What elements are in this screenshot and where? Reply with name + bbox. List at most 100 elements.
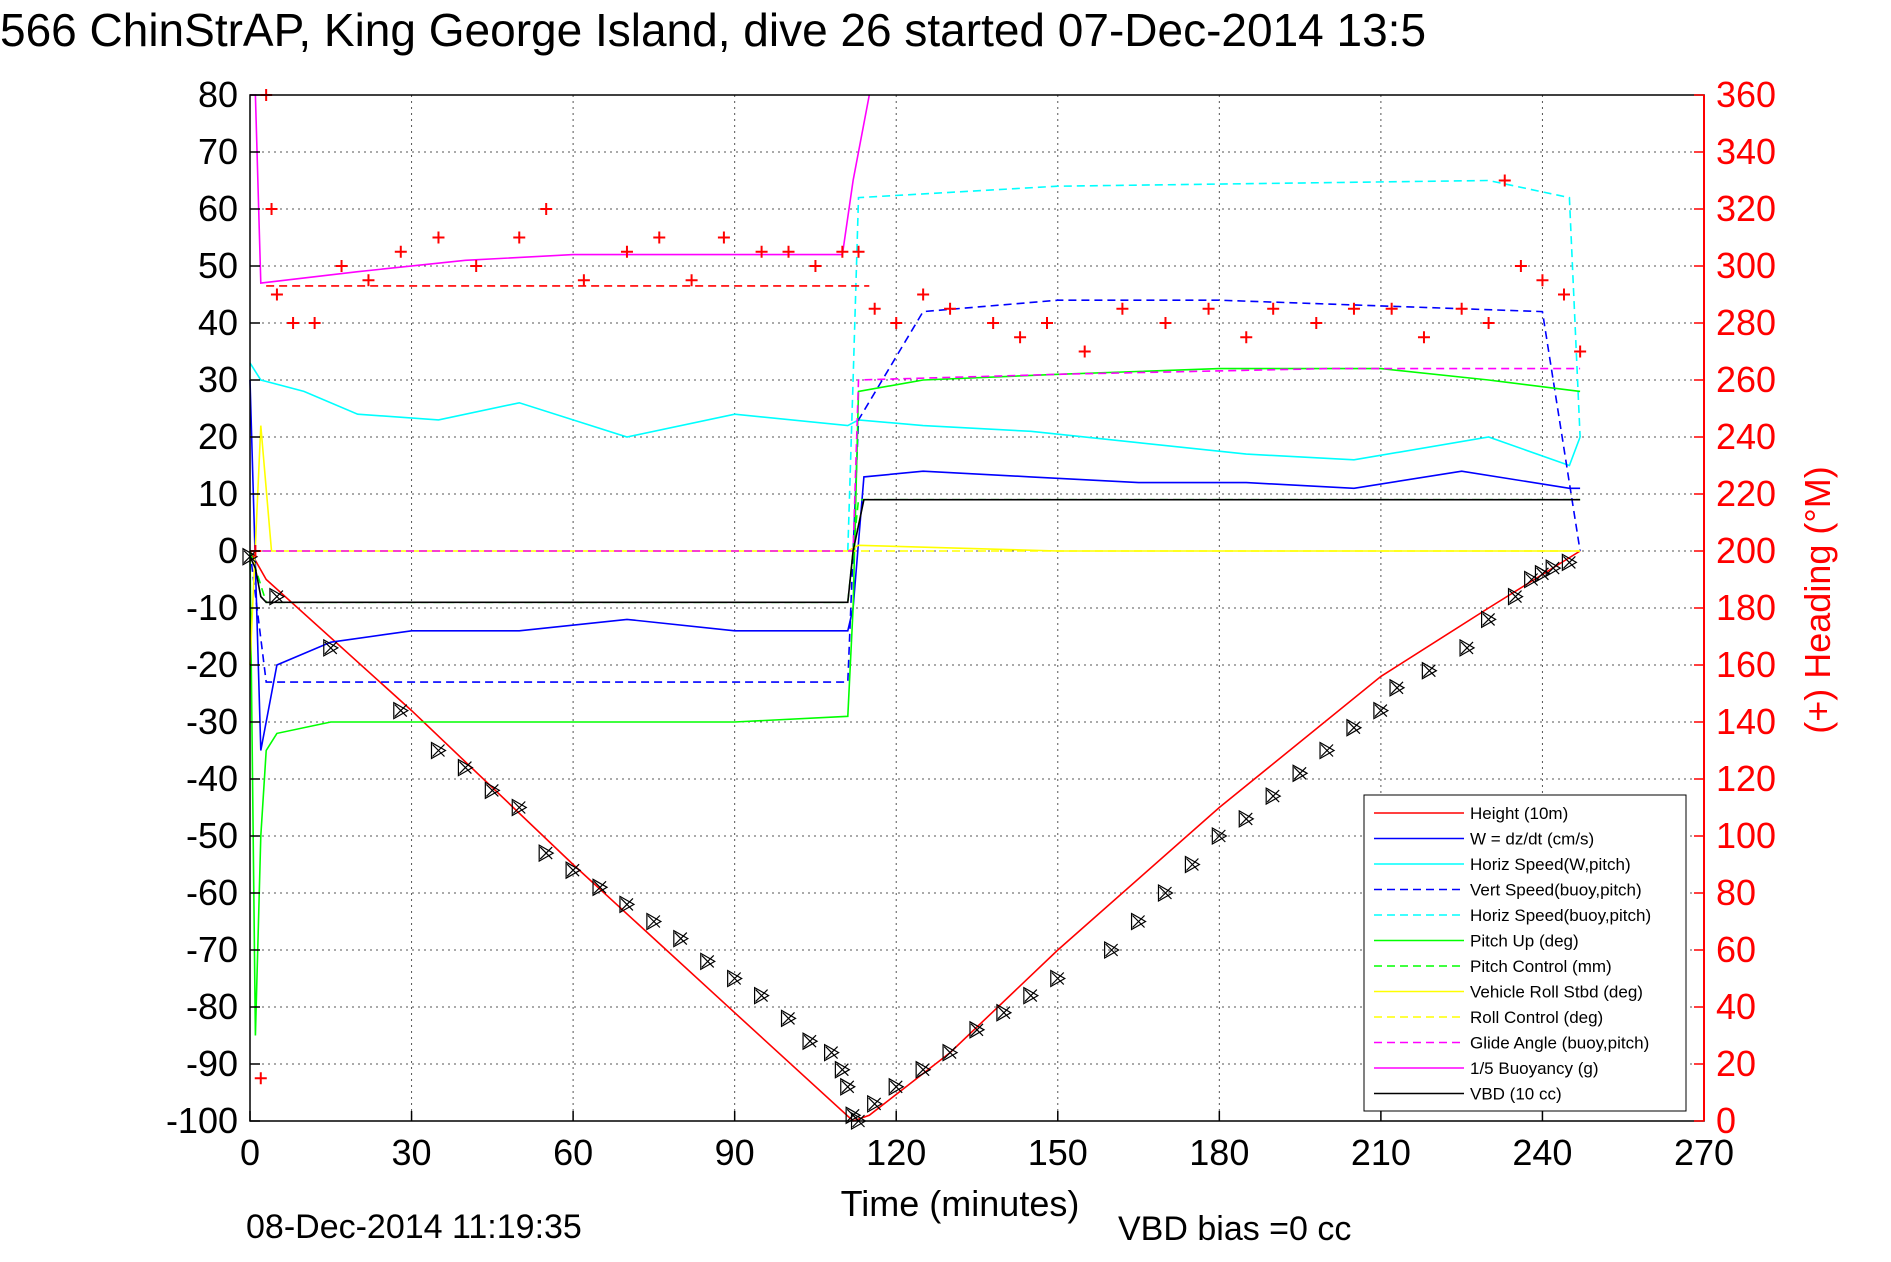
y2-tick-label: 20 [1716, 1043, 1756, 1084]
depth-marker [969, 1020, 986, 1039]
depth-marker [1507, 587, 1524, 606]
depth-marker [457, 758, 474, 777]
legend-label-1: W = dz/dt (cm/s) [1470, 830, 1594, 849]
depth-marker [823, 1043, 840, 1062]
legend-label-7: Vehicle Roll Stbd (deg) [1470, 983, 1643, 1002]
depth-markers-layer [242, 547, 1578, 1131]
depth-marker [1050, 969, 1066, 988]
y2-tick-label: 160 [1716, 644, 1776, 685]
y2-tick-label: 100 [1716, 815, 1776, 856]
depth-marker [1459, 638, 1476, 657]
y2-axis-label: (+) Heading (°M) [1797, 466, 1838, 733]
depth-marker [269, 587, 286, 606]
y2-tick-label: 60 [1716, 929, 1756, 970]
series-line-10 [250, 94, 871, 284]
y-tick-label: -50 [186, 815, 238, 856]
legend-label-0: Height (10m) [1470, 804, 1568, 823]
series-line-11 [249, 498, 1581, 604]
heading-point [254, 1072, 267, 1085]
series-line-2 [249, 362, 1581, 467]
heading-point [470, 260, 483, 272]
heading-point [1078, 345, 1091, 358]
heading-point [717, 231, 730, 244]
heading-point [1310, 317, 1323, 329]
heading-layer [249, 89, 1587, 1085]
heading-point [944, 302, 957, 315]
y-tick-label: -80 [186, 986, 238, 1027]
y2-tick-label: 360 [1716, 74, 1776, 115]
depth-marker [1265, 787, 1282, 806]
footer-vbd-bias: VBD bias =0 cc [1118, 1210, 1351, 1248]
chart-title: 566 ChinStrAP, King George Island, dive … [0, 4, 1426, 56]
x-axis-ticks: 0 30 60 90 120 150 180 210 240 270 [240, 1111, 1734, 1173]
legend-label-2: Horiz Speed(W,pitch) [1470, 855, 1631, 874]
depth-marker [1480, 610, 1497, 629]
x-tick-label: 60 [553, 1132, 593, 1173]
series-line-3 [249, 299, 1581, 683]
series-line-5 [249, 367, 1581, 1036]
heading-point [755, 245, 768, 258]
heading-point [620, 245, 633, 258]
heading-point [577, 274, 590, 287]
heading-point [653, 231, 666, 244]
y2-tick-label: 140 [1716, 701, 1776, 742]
legend-label-5: Pitch Up (deg) [1470, 932, 1579, 951]
series-line-7 [249, 425, 1581, 666]
y2-tick-label: 200 [1716, 530, 1776, 571]
x-tick-label: 180 [1189, 1132, 1249, 1173]
heading-point [1159, 317, 1172, 329]
y-tick-label: -90 [186, 1043, 238, 1084]
x-axis-label: Time (minutes) [841, 1183, 1080, 1224]
heading-point [1385, 302, 1398, 315]
depth-marker [1373, 701, 1390, 720]
depth-marker [592, 878, 609, 897]
heading-point [287, 317, 300, 329]
depth-marker [1319, 741, 1336, 760]
y2-tick-label: 260 [1716, 359, 1776, 400]
heading-point [809, 260, 822, 272]
y2-tick-label: 0 [1716, 1100, 1736, 1141]
y2-tick-label: 300 [1716, 245, 1776, 286]
heading-point [394, 245, 407, 258]
y-tick-label: 20 [198, 416, 238, 457]
legend: Height (10m) W = dz/dt (cm/s) Horiz Speed(… [1363, 794, 1687, 1112]
legend-label-11: VBD (10 cc) [1470, 1085, 1562, 1104]
legend-label-6: Pitch Control (mm) [1470, 957, 1612, 976]
y-tick-label: 70 [198, 131, 238, 172]
heading-point [890, 317, 903, 329]
depth-marker [565, 861, 582, 880]
depth-marker [1238, 809, 1255, 828]
legend-label-4: Horiz Speed(buoy,pitch) [1470, 906, 1651, 925]
series-line-0 [249, 550, 1581, 1122]
depth-marker [323, 638, 339, 657]
heading-point [1574, 345, 1587, 358]
depth-marker [1104, 940, 1120, 960]
y-tick-label: -70 [186, 929, 238, 970]
depth-marker [867, 1094, 883, 1113]
heading-point [852, 245, 865, 258]
x-tick-label: 90 [715, 1132, 755, 1173]
depth-marker [1023, 986, 1040, 1005]
heading-point [836, 245, 849, 258]
y-axis-ticks: -100-90-80-70-60-50-40-30-20-10010203040… [166, 74, 260, 1141]
x-tick-label: 0 [240, 1132, 260, 1173]
series-line-9 [250, 367, 1581, 552]
y2-tick-label: 340 [1716, 131, 1776, 172]
y-tick-label: -20 [186, 644, 238, 685]
depth-marker [780, 1009, 797, 1028]
heading-point [1202, 302, 1215, 315]
y-tick-label: 40 [198, 302, 238, 343]
depth-marker [430, 741, 447, 760]
depth-marker [1211, 826, 1228, 846]
legend-label-3: Vert Speed(buoy,pitch) [1470, 881, 1642, 900]
depth-marker [393, 701, 409, 720]
depth-marker [915, 1060, 932, 1079]
depth-marker [834, 1060, 851, 1079]
heading-point [1014, 331, 1027, 344]
y-tick-label: -40 [186, 758, 238, 799]
heading-point [432, 231, 445, 244]
depth-marker [1346, 718, 1363, 737]
y2-tick-label: 220 [1716, 473, 1776, 514]
grid-lines [250, 95, 1704, 1121]
